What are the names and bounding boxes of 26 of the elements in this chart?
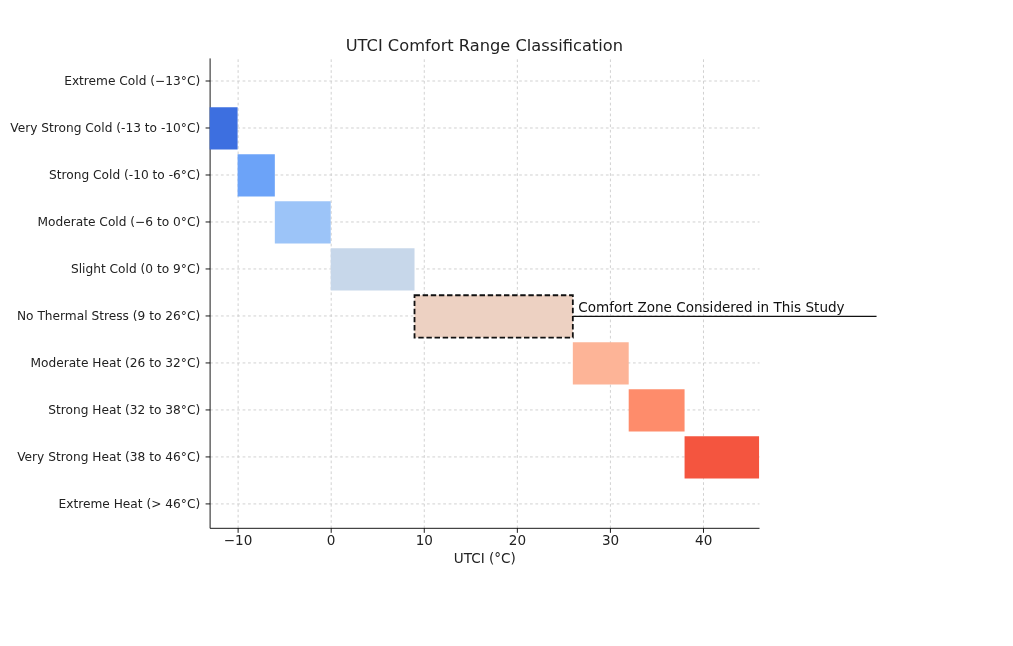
y-tick-label: Strong Heat (32 to 38°C)	[48, 403, 201, 418]
y-tick-label: Extreme Heat (> 46°C)	[58, 496, 201, 511]
x-tick-label: 40	[695, 532, 713, 549]
bar	[330, 248, 415, 291]
y-tick-label: Very Strong Heat (38 to 46°C)	[17, 450, 201, 464]
y-tick-label: No Thermal Stress (9 to 26°C)	[16, 309, 201, 324]
bar	[628, 389, 685, 432]
x-tick-label: 20	[508, 532, 527, 549]
annotation: Comfort Zone Considered in This Study	[578, 298, 845, 315]
y-tick-label: Extreme Cold (−13°C)	[64, 74, 201, 89]
x-tick-label: 0	[326, 532, 336, 549]
y-tick-label: Moderate Heat (26 to 32°C)	[30, 356, 201, 371]
y-tick-label: Slight Cold (0 to 9°C)	[70, 262, 201, 277]
y-tick-label: Strong Cold (-10 to -6°C)	[48, 168, 201, 183]
y-tick-label: Very Strong Cold (-13 to -10°C)	[10, 121, 201, 136]
y-tick-label: Moderate Cold (−6 to 0°C)	[37, 215, 201, 230]
bar	[209, 107, 238, 150]
bar	[572, 342, 629, 385]
bar	[274, 201, 331, 244]
bar	[684, 436, 760, 479]
x-axis-title: UTCI (°C)	[453, 549, 516, 566]
x-tick-label: 10	[415, 532, 433, 549]
x-tick-label: 30	[601, 532, 620, 549]
chart-title: UTCI Comfort Range Classification	[345, 35, 624, 55]
x-tick-label: −10	[223, 532, 253, 549]
bar	[237, 154, 275, 197]
